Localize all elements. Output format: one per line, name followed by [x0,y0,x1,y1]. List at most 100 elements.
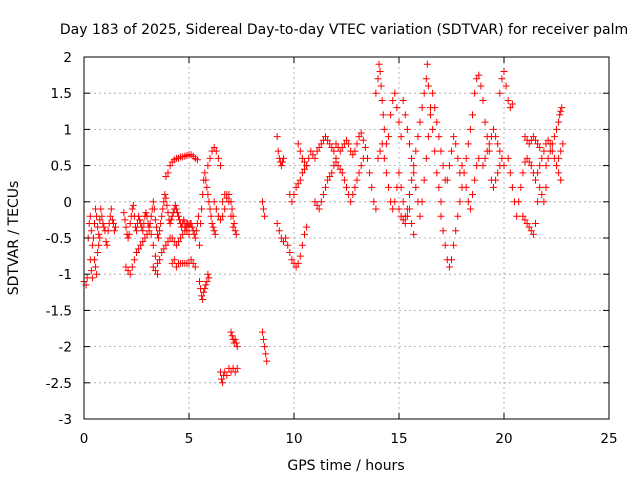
data-point-marker [540,147,548,155]
data-point-marker [397,212,405,220]
data-point-marker [429,125,437,133]
data-point-marker [156,256,164,264]
data-point-marker [261,212,269,220]
data-point-marker [391,198,399,206]
x-tick-label: 25 [600,431,617,447]
data-point-marker [395,118,403,126]
data-point-marker [229,223,237,231]
data-point-marker [128,205,136,213]
data-point-marker [508,183,516,191]
data-point-marker [196,277,203,285]
data-point-marker [485,140,493,148]
data-point-marker [294,180,302,188]
data-point-marker [496,89,504,97]
data-point-marker [201,285,209,293]
data-point-marker [228,205,236,213]
data-point-marker [372,89,380,97]
data-point-marker [193,156,201,164]
data-point-marker [128,263,136,271]
data-point-marker [504,96,512,104]
data-point-marker [475,71,483,79]
data-point-marker [280,238,287,246]
data-point-marker [96,234,104,242]
data-point-marker [435,183,443,191]
data-point-marker [164,169,172,177]
data-point-marker [336,147,344,155]
data-point-marker [154,270,161,278]
data-point-marker [406,205,413,213]
chart-title: Day 183 of 2025, Sidereal Day-to-day VTE… [60,22,628,38]
data-point-marker [183,227,191,235]
data-point-marker [223,191,231,199]
data-point-marker [424,82,432,90]
data-point-marker [124,234,132,242]
data-point-marker [162,241,170,249]
data-point-marker [150,205,158,213]
data-point-marker [261,343,269,351]
data-point-marker [429,89,437,97]
data-point-marker [548,140,556,148]
y-tick-label: -2 [59,340,72,356]
data-point-marker [431,104,439,112]
data-point-marker [529,133,537,141]
data-point-marker [292,183,300,191]
data-point-marker [423,60,431,68]
data-point-marker [151,267,159,275]
data-point-marker [420,89,428,97]
data-point-marker [135,245,143,253]
data-point-marker [154,230,161,238]
data-point-marker [197,220,205,228]
data-point-marker [94,223,102,231]
data-point-marker [443,176,451,184]
data-point-marker [378,140,386,148]
data-points [80,60,567,387]
data-point-marker [385,183,392,191]
data-point-marker [540,198,548,206]
data-point-marker [513,212,521,220]
data-point-marker [556,111,564,119]
data-point-marker [175,212,182,220]
data-point-marker [330,147,338,155]
data-point-marker [376,147,384,155]
data-point-marker [200,288,208,296]
data-point-marker [126,270,134,278]
data-point-marker [508,100,516,108]
data-point-marker [167,216,175,224]
data-point-marker [445,162,453,170]
data-point-marker [170,256,178,264]
data-point-marker [351,147,359,155]
data-point-marker [502,82,510,90]
data-point-marker [191,263,199,271]
data-point-marker [112,223,119,231]
data-point-marker [387,111,395,119]
data-point-marker [529,230,537,238]
data-point-marker [456,169,464,177]
data-point-marker [361,144,369,151]
data-point-marker [553,162,560,170]
data-point-marker [296,176,304,184]
data-point-marker [448,256,455,264]
data-point-marker [301,158,308,166]
data-point-marker [452,227,460,235]
data-point-marker [288,198,296,206]
data-point-marker [136,216,144,224]
data-point-marker [204,162,212,170]
data-point-marker [168,212,176,220]
data-point-marker [450,133,458,141]
y-tick-label: 0.5 [51,159,72,175]
data-point-marker [155,234,163,242]
data-point-marker [469,191,476,199]
data-point-marker [380,125,388,133]
data-point-marker [326,140,334,148]
data-point-marker [408,154,416,162]
data-point-marker [262,350,270,358]
data-point-marker [389,96,397,104]
data-point-marker [88,274,96,282]
data-point-marker [189,259,197,267]
data-point-marker [483,147,491,155]
data-point-marker [263,357,271,365]
data-point-marker [284,241,292,249]
y-tick-label: -2.5 [46,376,72,392]
data-point-marker [525,223,533,231]
data-point-marker [141,234,149,242]
